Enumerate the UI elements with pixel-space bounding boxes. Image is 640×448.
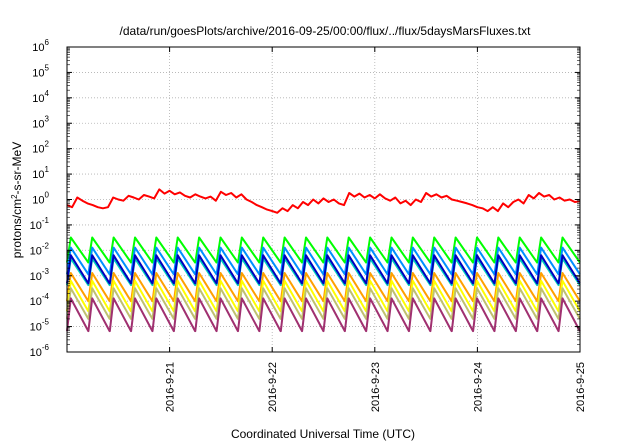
y-tick-exponent: 0 (45, 191, 50, 200)
x-axis: 2016-9-21 2016-9-22 2016-9-23 2016-9-24 2016… (165, 47, 587, 412)
y-tick-exponent: -1 (42, 216, 50, 225)
x-tick-label: 2016-9-25 (575, 362, 587, 412)
chart-title: /data/run/goesPlots/archive/2016-09-25/0… (120, 24, 532, 38)
y-tick-label: 10-5 (30, 318, 50, 334)
y-tick-label: 102 (32, 140, 49, 156)
x-axis-title: Coordinated Universal Time (UTC) (231, 427, 415, 441)
y-tick-exponent: 3 (45, 114, 50, 123)
y-tick-base: 10 (30, 245, 42, 257)
y-tick-base: 10 (32, 42, 44, 54)
x-tick-label: 2016-9-23 (370, 362, 382, 412)
y-tick-exponent: 2 (45, 140, 50, 149)
y-tick-label: 103 (32, 114, 49, 130)
series-line-4 (66, 254, 581, 285)
y-tick-exponent: -6 (42, 343, 50, 352)
y-tick-label: 105 (32, 63, 49, 79)
y-tick-base: 10 (30, 296, 42, 308)
y-tick-exponent: 6 (45, 38, 50, 47)
y-tick-base: 10 (32, 93, 44, 105)
y-axis-title-post: -s-sr-MeV (10, 142, 24, 195)
y-tick-exponent: -4 (42, 292, 50, 301)
y-tick-label: 10-4 (30, 292, 50, 308)
y-tick-base: 10 (32, 67, 44, 79)
y-axis-title-sup: 2 (10, 194, 19, 199)
y-tick-exponent: 4 (45, 89, 50, 98)
y-tick-base: 10 (32, 118, 44, 130)
x-tick-label: 2016-9-24 (472, 362, 484, 412)
series-line-5 (66, 272, 581, 303)
x-tick-label: 2016-9-22 (267, 362, 279, 412)
y-tick-exponent: -5 (42, 318, 50, 327)
y-tick-label: 104 (32, 89, 49, 105)
y-axis-title-pre: protons/cm (10, 199, 24, 258)
y-tick-base: 10 (30, 322, 42, 334)
y-tick-exponent: 1 (45, 165, 50, 174)
y-tick-label: 100 (32, 191, 49, 207)
y-tick-base: 10 (32, 195, 44, 207)
y-tick-exponent: -2 (42, 241, 50, 250)
series-line-7 (66, 287, 581, 320)
x-tick-label: 2016-9-21 (165, 362, 177, 412)
series-line-2 (66, 246, 581, 276)
series-line-3 (66, 257, 581, 287)
y-axis: 10610510410310210110010-110-210-310-410-… (30, 38, 580, 359)
series-line-0 (66, 188, 581, 214)
y-tick-base: 10 (30, 347, 42, 359)
y-tick-exponent: 5 (45, 63, 50, 72)
y-tick-exponent: -3 (42, 267, 50, 276)
y-tick-label: 10-2 (30, 241, 50, 257)
y-tick-label: 10-3 (30, 267, 50, 283)
y-tick-label: 106 (32, 38, 49, 54)
y-tick-label: 101 (32, 165, 49, 181)
series-line-1 (66, 236, 581, 264)
series-layer (66, 188, 581, 333)
y-tick-base: 10 (30, 271, 42, 283)
y-tick-base: 10 (32, 169, 44, 181)
y-tick-label: 10-6 (30, 343, 50, 359)
y-tick-base: 10 (32, 144, 44, 156)
y-axis-title: protons/cm2-s-sr-MeV (10, 142, 25, 258)
y-tick-label: 10-1 (30, 216, 50, 232)
y-tick-base: 10 (30, 220, 42, 232)
series-line-8 (66, 297, 581, 333)
